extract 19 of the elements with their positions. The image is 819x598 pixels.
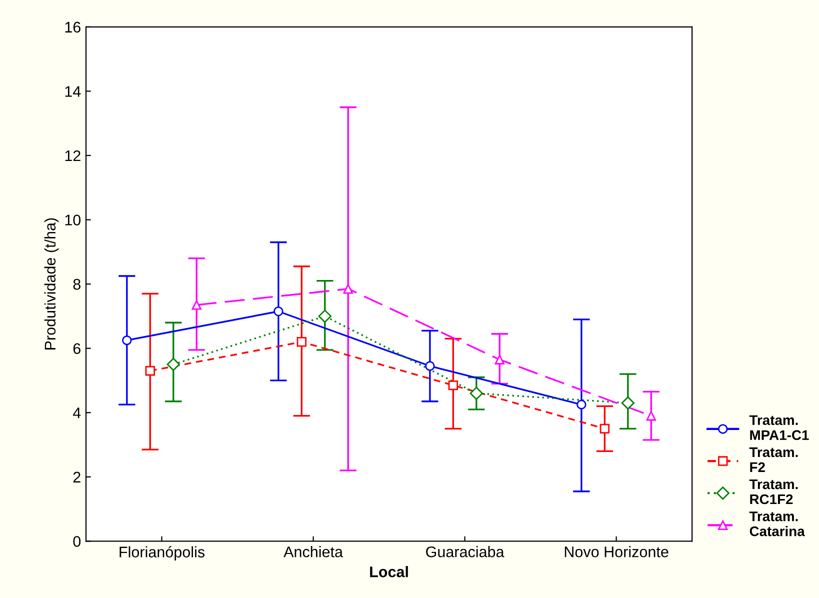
y-tick-label: 2 — [73, 472, 80, 482]
y-tick-label: 6 — [73, 343, 80, 354]
x-tick-label: Novo Horizonte — [564, 546, 668, 558]
y-tick-label: 16 — [65, 22, 80, 33]
x-tick-label: Guaraciaba — [426, 546, 504, 558]
y-tick-label: 4 — [72, 408, 81, 418]
y-axis-title: Produtividade (t/ha) — [44, 218, 59, 350]
y-tick-label: 0 — [73, 536, 81, 547]
legend-label: Tratam. RC1F2 — [749, 480, 798, 504]
y-tick-label: 12 — [65, 150, 80, 162]
y-tick-label: 8 — [73, 278, 80, 290]
x-tick-label: Florianópolis — [120, 546, 205, 560]
x-axis-title: Local — [370, 566, 408, 578]
x-tick-label: Anchieta — [284, 546, 343, 558]
legend-label: Tratam. MPA1-C1 — [749, 415, 809, 440]
y-tick-label: 14 — [65, 86, 81, 97]
y-tick-label: 10 — [65, 214, 81, 226]
legend-label: Tratam. F2 — [749, 447, 798, 472]
legend-label: Tratam. Catarina — [749, 512, 805, 536]
